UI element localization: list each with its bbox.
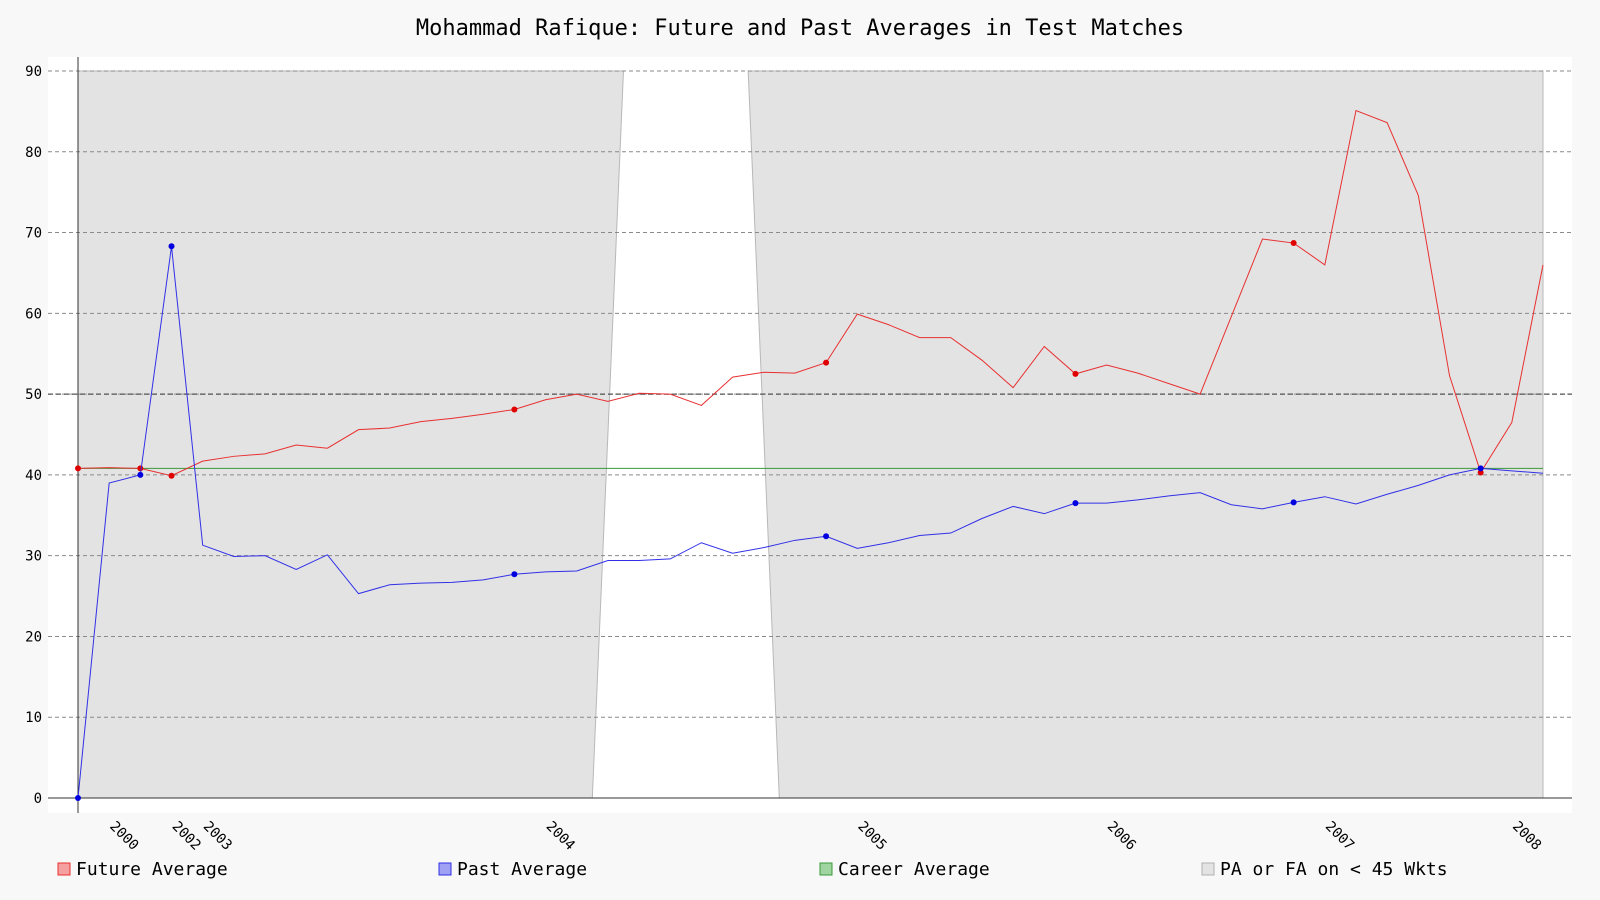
legend-swatch-career-average <box>819 862 833 876</box>
point-future-average-32 <box>1072 370 1079 377</box>
y-tick-label-50: 50 <box>25 387 42 403</box>
point-past-average-2 <box>137 471 144 478</box>
point-past-average-24 <box>823 533 830 540</box>
point-future-average-24 <box>823 359 830 366</box>
point-past-average-0 <box>75 795 81 801</box>
legend-label-future-average: Future Average <box>76 859 228 880</box>
point-future-average-3 <box>168 472 175 479</box>
y-tick-label-80: 80 <box>25 145 42 161</box>
legend-swatch-pa-or-fa-on-45-wkts <box>1201 862 1215 876</box>
y-tick-label-90: 90 <box>25 64 42 80</box>
y-tick-label-20: 20 <box>25 629 42 645</box>
series-line-future-average <box>77 109 1544 477</box>
chart-title: Mohammad Rafique: Future and Past Averag… <box>416 16 1184 41</box>
point-past-average-3 <box>168 243 175 250</box>
series-line-past-average <box>77 246 1544 799</box>
point-future-average-2 <box>137 465 144 472</box>
point-future-average-0 <box>75 465 81 472</box>
y-tick-label-0: 0 <box>34 791 42 807</box>
legend-label-career-average: Career Average <box>838 859 990 880</box>
point-past-average-39 <box>1290 499 1297 506</box>
y-tick-label-10: 10 <box>25 710 42 726</box>
y-tick-label-70: 70 <box>25 226 42 242</box>
legend-swatch-future-average <box>57 862 71 876</box>
series <box>75 109 1544 801</box>
axes <box>48 57 1572 813</box>
point-past-average-32 <box>1072 500 1079 507</box>
y-tick-label-30: 30 <box>25 549 42 565</box>
shaded-region-right <box>747 70 1544 799</box>
legend-label-pa-or-fa-on-45-wkts: PA or FA on < 45 Wkts <box>1220 859 1448 880</box>
legend-swatch-past-average <box>438 862 452 876</box>
point-future-average-14 <box>511 406 518 413</box>
legend: Future Average Past Average Career Average… <box>57 859 1448 880</box>
grid: 0 10 20 30 40 50 60 70 80 90 <box>25 64 1572 807</box>
y-tick-label-60: 60 <box>25 306 42 322</box>
point-past-average-14 <box>511 571 518 578</box>
y-tick-label-40: 40 <box>25 468 42 484</box>
point-past-average-45 <box>1477 465 1484 472</box>
shaded-regions <box>77 70 1544 799</box>
point-future-average-39 <box>1290 240 1297 247</box>
legend-label-past-average: Past Average <box>457 859 587 880</box>
